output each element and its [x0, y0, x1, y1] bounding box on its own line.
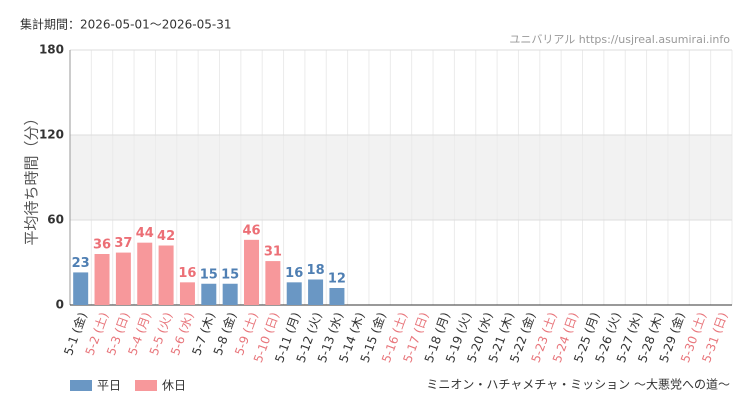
y-axis-label: 平均待ち時間（分） [23, 110, 41, 245]
bar [286, 282, 302, 305]
attraction-name: ミニオン・ハチャメチャ・ミッション ～大悪党への道～ [426, 377, 730, 392]
bar [329, 288, 345, 305]
bar [158, 245, 174, 305]
legend-label: 平日 [97, 379, 121, 393]
value-label: 16 [285, 266, 303, 281]
value-label: 42 [157, 229, 175, 244]
bar [179, 282, 195, 305]
value-label: 15 [200, 267, 218, 282]
value-label: 44 [136, 226, 154, 241]
value-label: 46 [242, 223, 260, 238]
value-label: 15 [221, 267, 239, 282]
bar [94, 254, 110, 305]
bar [265, 261, 281, 305]
value-label: 37 [114, 236, 132, 251]
period: 集計期間：2026-05-01～2026-05-31 [20, 17, 231, 32]
y-tick-label: 120 [39, 128, 64, 142]
bar [244, 239, 260, 305]
bar [308, 279, 324, 305]
legend-label: 休日 [162, 379, 186, 393]
source: ユニバリアル https://usjreal.asumirai.info [509, 33, 730, 46]
grid-band [70, 135, 732, 220]
bar [137, 242, 153, 305]
value-label: 12 [328, 272, 346, 287]
legend-swatch [70, 380, 92, 391]
value-label: 36 [93, 238, 111, 253]
value-label: 16 [178, 266, 196, 281]
bar [73, 272, 89, 305]
y-tick-label: 180 [39, 43, 64, 57]
bar [222, 283, 238, 305]
value-label: 31 [264, 245, 282, 260]
value-label: 18 [307, 263, 325, 278]
value-label: 23 [72, 256, 90, 271]
legend-swatch [135, 380, 157, 391]
y-tick-label: 60 [47, 213, 64, 227]
y-tick-label: 0 [56, 298, 64, 312]
bar [115, 252, 131, 305]
bar [201, 283, 217, 305]
